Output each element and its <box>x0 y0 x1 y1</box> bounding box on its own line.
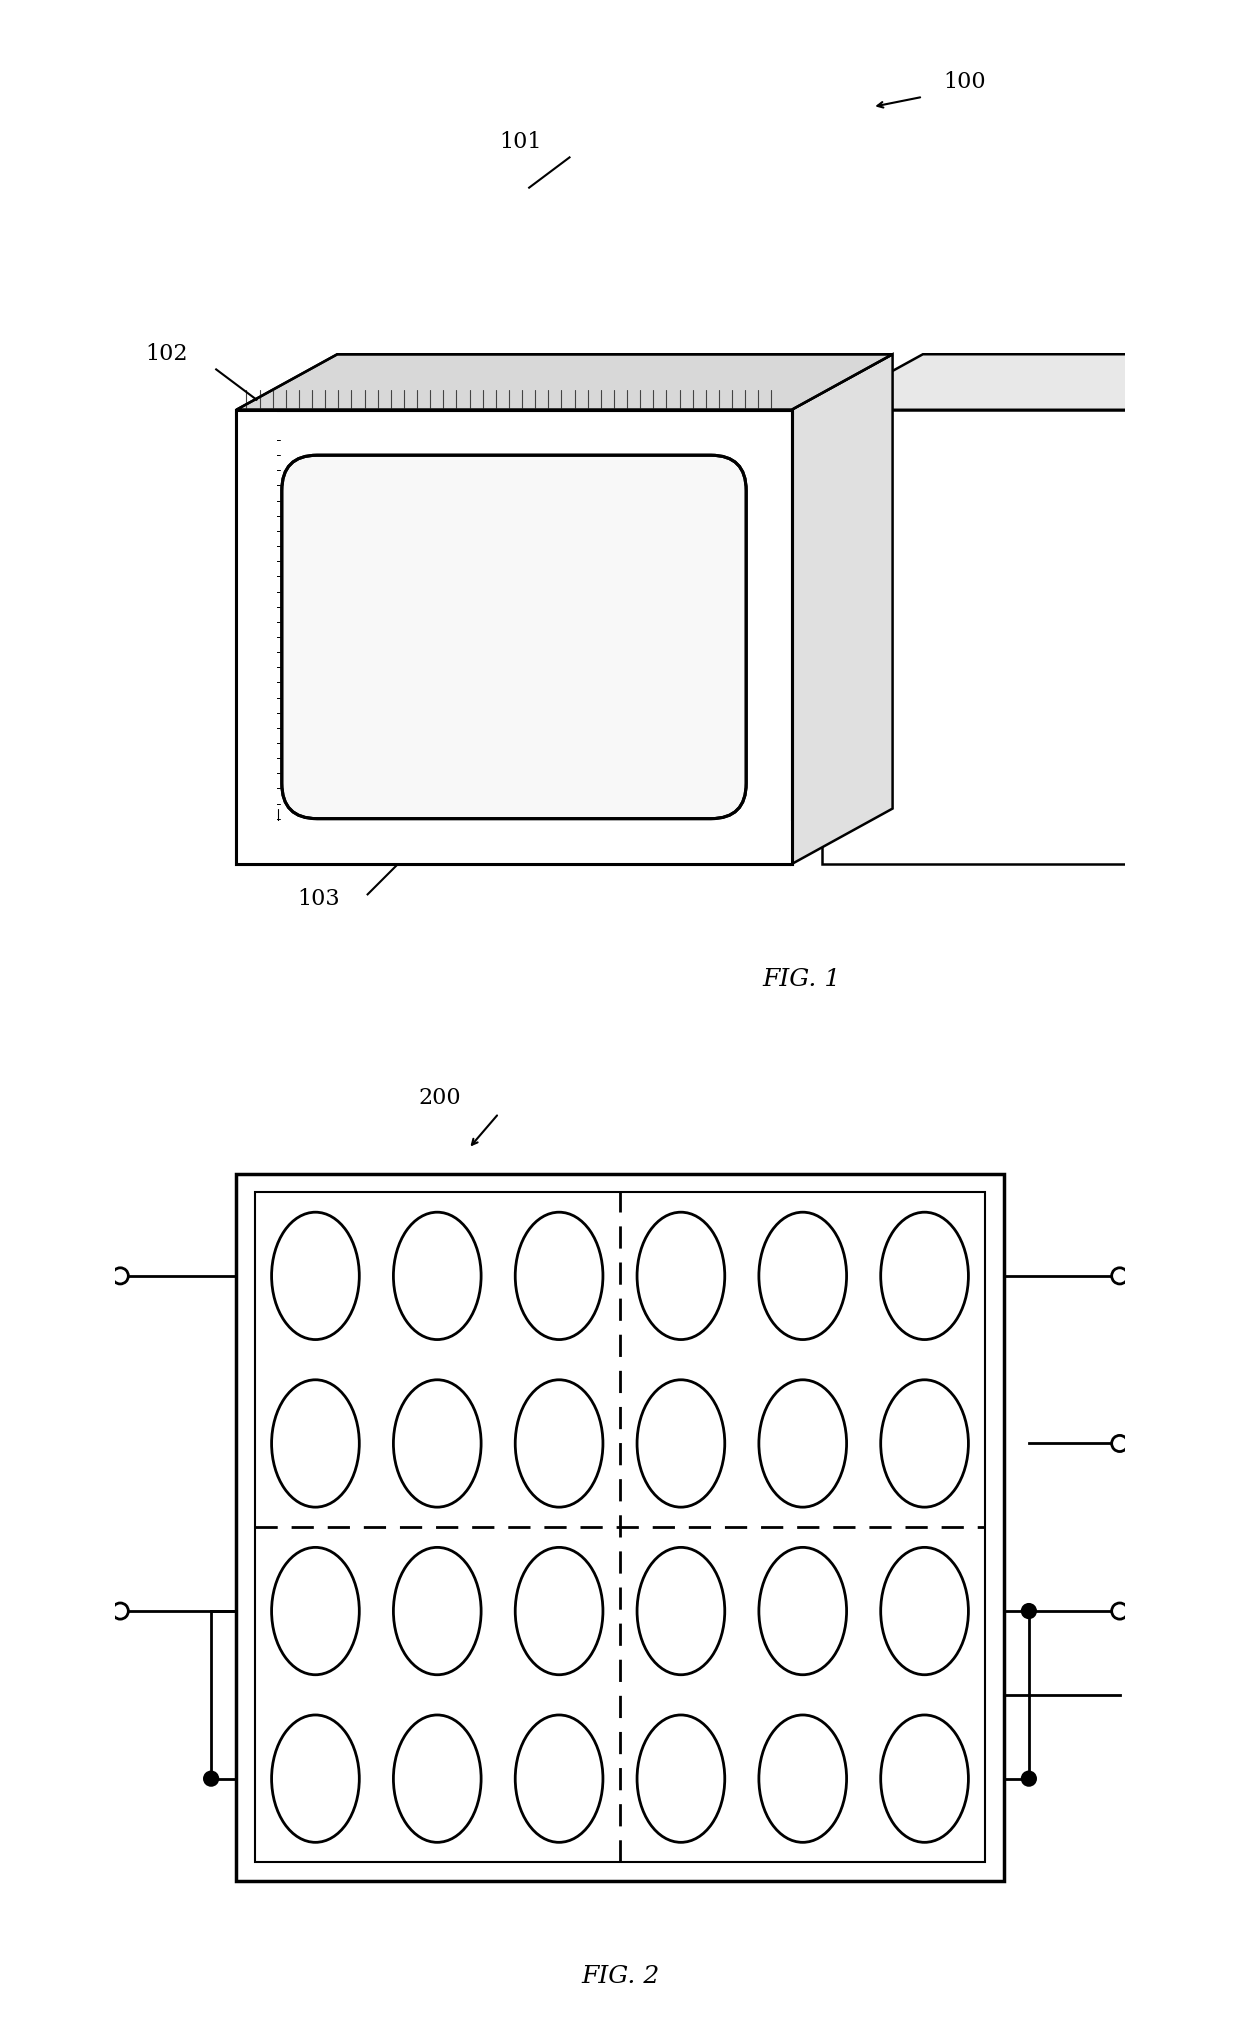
Ellipse shape <box>637 1715 724 1843</box>
Text: 200: 200 <box>418 1087 461 1109</box>
Ellipse shape <box>393 1715 481 1843</box>
Polygon shape <box>237 822 791 865</box>
Bar <box>237 1174 1003 1880</box>
Polygon shape <box>822 410 1205 865</box>
Ellipse shape <box>759 1548 847 1674</box>
Polygon shape <box>1205 355 1240 865</box>
Ellipse shape <box>637 1380 724 1507</box>
Text: FIG. 1: FIG. 1 <box>763 969 841 991</box>
Ellipse shape <box>393 1548 481 1674</box>
Ellipse shape <box>516 1715 603 1843</box>
Ellipse shape <box>637 1548 724 1674</box>
Ellipse shape <box>516 1213 603 1340</box>
Circle shape <box>205 1772 218 1786</box>
Ellipse shape <box>516 1548 603 1674</box>
Ellipse shape <box>393 1380 481 1507</box>
Polygon shape <box>237 355 893 410</box>
Polygon shape <box>237 410 277 865</box>
Circle shape <box>1112 1603 1128 1619</box>
Circle shape <box>112 1268 128 1285</box>
Ellipse shape <box>272 1213 360 1340</box>
Text: FIG. 2: FIG. 2 <box>580 1964 660 1986</box>
Ellipse shape <box>272 1715 360 1843</box>
Ellipse shape <box>880 1380 968 1507</box>
Text: 102: 102 <box>145 343 188 365</box>
Polygon shape <box>822 355 1240 410</box>
Ellipse shape <box>759 1715 847 1843</box>
Ellipse shape <box>393 1213 481 1340</box>
Ellipse shape <box>759 1380 847 1507</box>
Polygon shape <box>791 355 893 865</box>
Circle shape <box>1022 1772 1035 1786</box>
Circle shape <box>1022 1605 1035 1619</box>
Bar <box>254 1193 986 1862</box>
Ellipse shape <box>637 1213 724 1340</box>
Ellipse shape <box>880 1548 968 1674</box>
Circle shape <box>1112 1435 1128 1452</box>
Ellipse shape <box>272 1380 360 1507</box>
Ellipse shape <box>880 1715 968 1843</box>
Text: 101: 101 <box>498 130 542 153</box>
Text: 100: 100 <box>944 71 986 92</box>
Ellipse shape <box>759 1213 847 1340</box>
Polygon shape <box>237 410 791 865</box>
FancyBboxPatch shape <box>281 457 746 820</box>
Ellipse shape <box>516 1380 603 1507</box>
Circle shape <box>112 1603 128 1619</box>
Circle shape <box>1112 1268 1128 1285</box>
Polygon shape <box>1205 355 1240 865</box>
Text: 103: 103 <box>296 889 340 909</box>
Ellipse shape <box>272 1548 360 1674</box>
Ellipse shape <box>880 1213 968 1340</box>
